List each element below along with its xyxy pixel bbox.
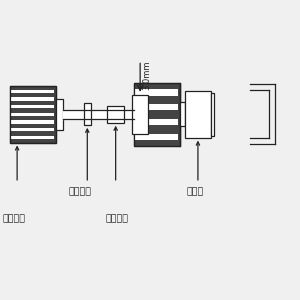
Bar [11, 112, 54, 116]
Bar [135, 89, 178, 96]
Bar [56, 99, 62, 130]
Bar [132, 95, 148, 134]
Bar [185, 91, 211, 138]
Bar [11, 105, 54, 108]
Bar [180, 102, 185, 126]
Text: 后罩壳: 后罩壳 [187, 187, 204, 196]
Bar [10, 86, 56, 142]
Bar [11, 128, 54, 131]
Bar [134, 83, 180, 146]
Bar [10, 86, 56, 142]
Bar [11, 136, 54, 139]
Text: 接器主体: 接器主体 [2, 214, 25, 223]
Bar [135, 104, 178, 110]
Text: 3.0mm: 3.0mm [142, 60, 151, 90]
Bar [135, 119, 178, 125]
Bar [11, 120, 54, 124]
Bar [135, 134, 178, 140]
Bar [211, 92, 214, 136]
Bar [107, 106, 124, 123]
Bar [11, 98, 54, 101]
Bar [11, 90, 54, 93]
Bar [134, 83, 180, 146]
Text: 后防尘罩: 后防尘罩 [69, 187, 92, 196]
Bar [84, 103, 91, 125]
Text: 挤压套管: 挤压套管 [105, 214, 128, 223]
